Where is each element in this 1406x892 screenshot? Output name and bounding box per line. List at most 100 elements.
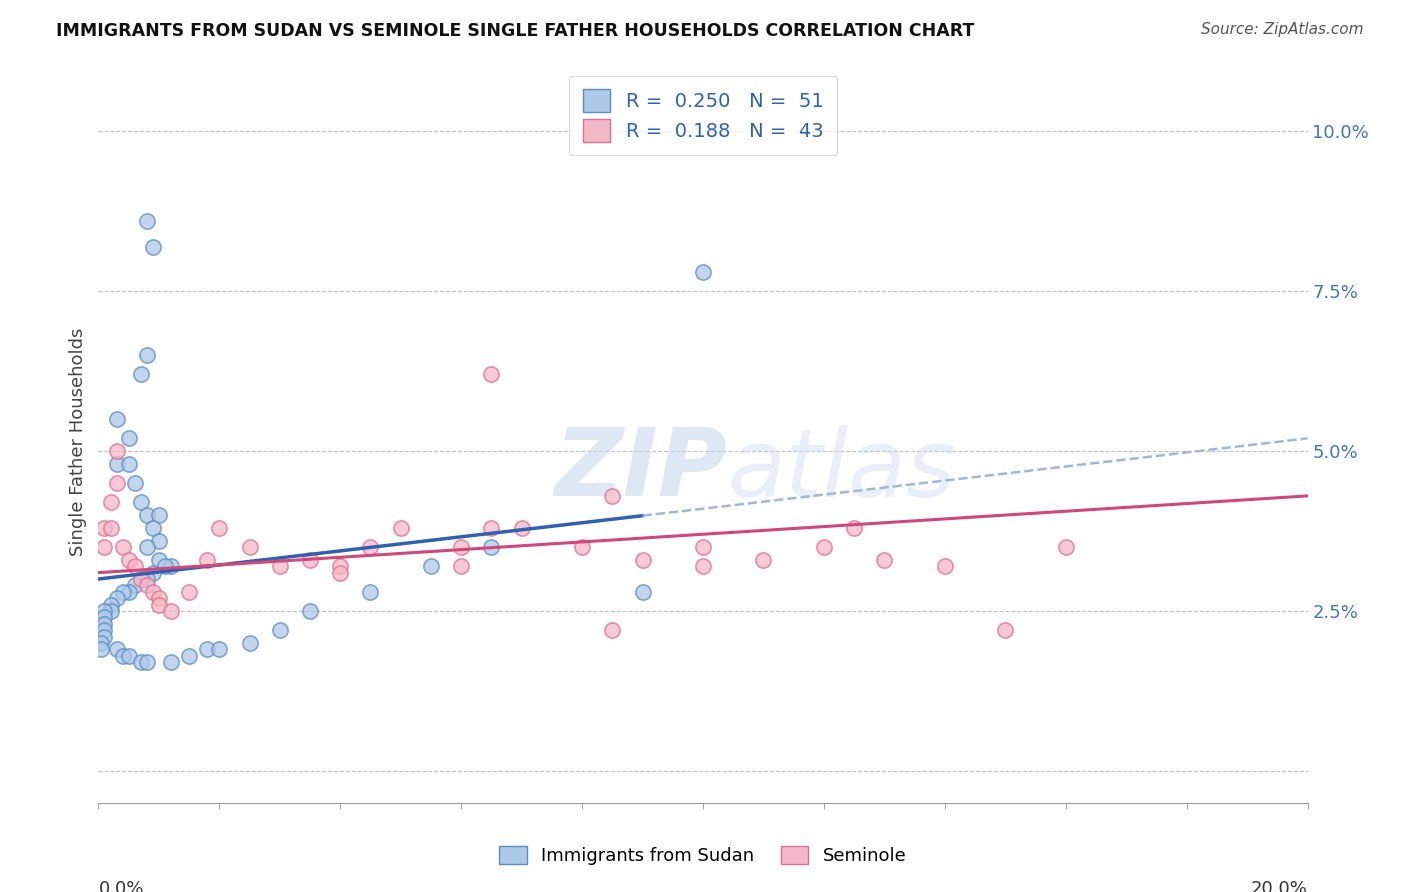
- Point: [135, 572, 157, 586]
- Point: [195, 642, 218, 657]
- Point: [631, 584, 654, 599]
- Point: [93, 604, 115, 618]
- Point: [93, 616, 115, 631]
- Point: [135, 540, 157, 554]
- Point: [124, 578, 146, 592]
- Point: [129, 368, 152, 382]
- Point: [93, 521, 115, 535]
- Point: [93, 610, 115, 624]
- Point: [160, 604, 183, 618]
- Point: [118, 431, 141, 445]
- Point: [510, 521, 533, 535]
- Point: [179, 648, 201, 663]
- Point: [692, 540, 714, 554]
- Point: [160, 655, 183, 669]
- Point: [142, 584, 165, 599]
- Point: [571, 540, 593, 554]
- Text: 0.0%: 0.0%: [98, 880, 143, 892]
- Point: [420, 559, 443, 574]
- Point: [129, 655, 152, 669]
- Text: ZIP: ZIP: [554, 425, 727, 516]
- Point: [118, 457, 141, 471]
- Point: [148, 553, 170, 567]
- Point: [105, 444, 128, 458]
- Point: [813, 540, 835, 554]
- Point: [481, 540, 503, 554]
- Point: [269, 623, 291, 637]
- Point: [135, 348, 157, 362]
- Point: [389, 521, 412, 535]
- Point: [602, 489, 624, 503]
- Point: [148, 598, 170, 612]
- Point: [142, 521, 165, 535]
- Point: [360, 540, 382, 554]
- Text: Source: ZipAtlas.com: Source: ZipAtlas.com: [1201, 22, 1364, 37]
- Point: [135, 578, 157, 592]
- Point: [239, 540, 262, 554]
- Point: [934, 559, 956, 574]
- Point: [105, 591, 128, 606]
- Point: [129, 495, 152, 509]
- Point: [90, 642, 112, 657]
- Point: [100, 521, 122, 535]
- Point: [239, 636, 262, 650]
- Point: [752, 553, 775, 567]
- Point: [873, 553, 896, 567]
- Point: [93, 623, 115, 637]
- Point: [153, 559, 176, 574]
- Point: [994, 623, 1017, 637]
- Point: [142, 239, 165, 253]
- Point: [135, 214, 157, 228]
- Point: [148, 591, 170, 606]
- Point: [481, 521, 503, 535]
- Point: [129, 572, 152, 586]
- Point: [100, 604, 122, 618]
- Point: [208, 642, 231, 657]
- Point: [105, 476, 128, 491]
- Point: [135, 508, 157, 522]
- Point: [105, 412, 128, 426]
- Point: [111, 540, 134, 554]
- Point: [299, 553, 322, 567]
- Point: [93, 630, 115, 644]
- Point: [111, 648, 134, 663]
- Point: [148, 508, 170, 522]
- Point: [602, 623, 624, 637]
- Point: [124, 559, 146, 574]
- Point: [111, 584, 134, 599]
- Y-axis label: Single Father Households: Single Father Households: [69, 327, 87, 556]
- Point: [93, 540, 115, 554]
- Point: [450, 559, 472, 574]
- Point: [135, 655, 157, 669]
- Point: [329, 566, 352, 580]
- Text: IMMIGRANTS FROM SUDAN VS SEMINOLE SINGLE FATHER HOUSEHOLDS CORRELATION CHART: IMMIGRANTS FROM SUDAN VS SEMINOLE SINGLE…: [56, 22, 974, 40]
- Legend: Immigrants from Sudan, Seminole: Immigrants from Sudan, Seminole: [491, 837, 915, 874]
- Point: [360, 584, 382, 599]
- Point: [299, 604, 322, 618]
- Point: [481, 368, 503, 382]
- Point: [692, 265, 714, 279]
- Legend: R =  0.250   N =  51, R =  0.188   N =  43: R = 0.250 N = 51, R = 0.188 N = 43: [569, 76, 837, 155]
- Point: [160, 559, 183, 574]
- Point: [105, 457, 128, 471]
- Text: 20.0%: 20.0%: [1251, 880, 1308, 892]
- Point: [148, 533, 170, 548]
- Point: [269, 559, 291, 574]
- Point: [208, 521, 231, 535]
- Point: [90, 636, 112, 650]
- Point: [124, 476, 146, 491]
- Point: [129, 572, 152, 586]
- Point: [100, 495, 122, 509]
- Point: [844, 521, 866, 535]
- Point: [118, 584, 141, 599]
- Point: [142, 566, 165, 580]
- Point: [1054, 540, 1077, 554]
- Point: [195, 553, 218, 567]
- Point: [118, 648, 141, 663]
- Point: [118, 553, 141, 567]
- Point: [450, 540, 472, 554]
- Point: [329, 559, 352, 574]
- Text: atlas: atlas: [727, 425, 956, 516]
- Point: [179, 584, 201, 599]
- Point: [105, 642, 128, 657]
